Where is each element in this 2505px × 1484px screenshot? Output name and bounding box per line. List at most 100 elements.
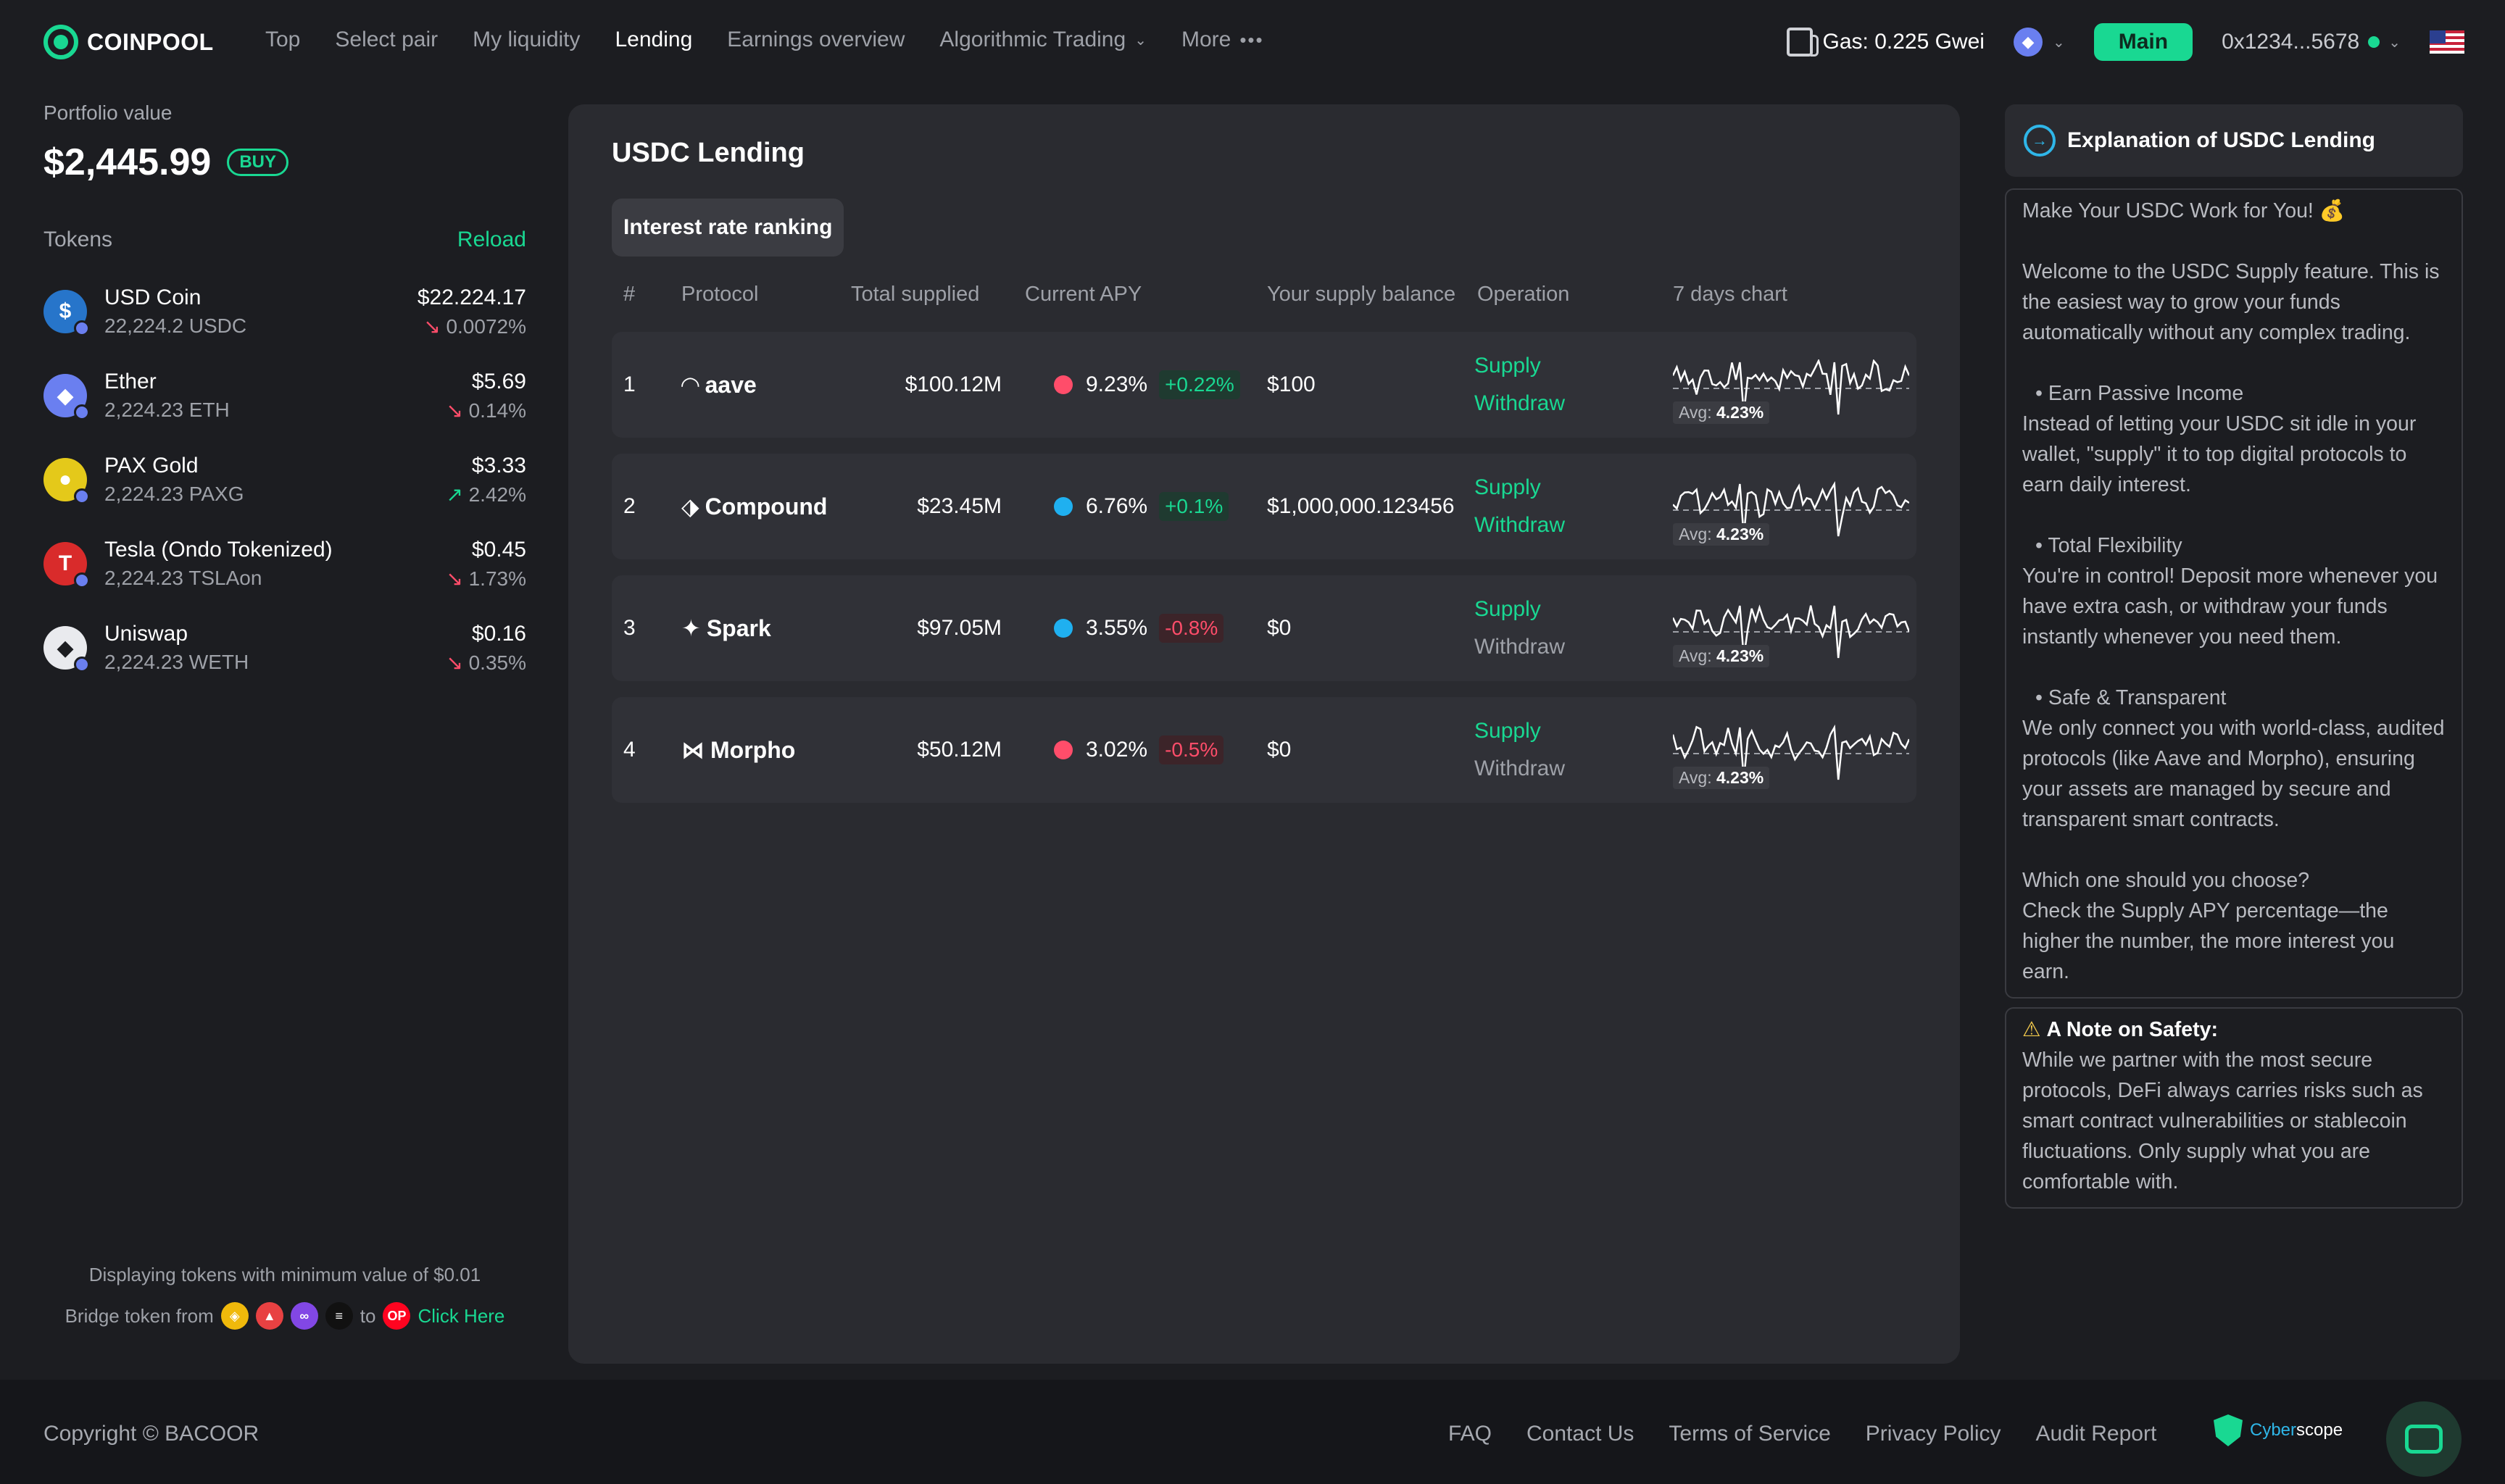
token-amount: 2,224.23 ETH — [104, 399, 230, 421]
bridge-from-label: Bridge token from — [65, 1304, 214, 1327]
sparkline-series — [1673, 725, 1909, 780]
buy-button[interactable]: BUY — [227, 149, 289, 176]
col-rank: # — [623, 283, 636, 306]
operation-cell: Supply Withdraw — [1474, 697, 1565, 803]
chat-support-button[interactable] — [2386, 1401, 2462, 1477]
token-glyph: $ — [59, 299, 72, 323]
footer-link-contact-us[interactable]: Contact Us — [1526, 1422, 1634, 1446]
avg-value: 4.23% — [1716, 646, 1764, 665]
token-icon: T — [43, 542, 90, 588]
explain-choose-answer: Check the Supply APY percentage—the high… — [2022, 899, 2395, 983]
tab-interest-rate-ranking[interactable]: Interest rate ranking — [612, 199, 844, 257]
trend-arrow-icon: ↗ — [446, 483, 463, 506]
withdraw-button[interactable]: Withdraw — [1474, 513, 1566, 537]
footer-link-privacy[interactable]: Privacy Policy — [1865, 1422, 2001, 1446]
us-flag-icon[interactable] — [2430, 30, 2464, 54]
nav-select-pair[interactable]: Select pair — [335, 28, 439, 51]
table-row: 1 ◠ aave $100.12M 9.23% +0.22% $100 Supply Withd… — [612, 332, 1916, 438]
chain-badge-icon — [74, 572, 90, 588]
supply-button[interactable]: Supply — [1474, 719, 1541, 743]
protocol-name: aave — [705, 371, 757, 398]
nav-earnings-overview[interactable]: Earnings overview — [727, 28, 905, 51]
sparkline-series — [1673, 481, 1909, 537]
sparkline-series — [1673, 604, 1909, 659]
avalanche-icon[interactable]: ▲ — [255, 1302, 283, 1330]
bridge-click-here-link[interactable]: Click Here — [418, 1304, 505, 1327]
token-name: Tesla (Ondo Tokenized) — [104, 538, 333, 562]
token-change: 0.14% — [468, 399, 526, 422]
withdraw-button[interactable]: Withdraw — [1474, 635, 1566, 659]
supply-button[interactable]: Supply — [1474, 475, 1541, 499]
protocol-name: Morpho — [710, 736, 796, 763]
withdraw-button[interactable]: Withdraw — [1474, 391, 1566, 415]
token-value: $0.45 — [471, 537, 526, 562]
reload-button[interactable]: Reload — [457, 228, 526, 251]
apy-change-badge: -0.8% — [1159, 614, 1224, 643]
explanation-header: → Explanation of USDC Lending — [2005, 104, 2463, 177]
total-supplied: $100.12M — [905, 372, 1002, 396]
nav-right: Gas: 0.225 Gwei ◆ ⌄ Main 0x1234...5678 ⌄ — [1786, 22, 2464, 62]
total-supplied: $97.05M — [917, 616, 1002, 640]
gas-value: Gas: 0.225 Gwei — [1822, 30, 1985, 54]
table-row: 3 ✦ Spark $97.05M 3.55% -0.8% $0 Supply Withdraw… — [612, 575, 1916, 681]
copyright: Copyright © BACOOR — [43, 1422, 259, 1446]
supply-button[interactable]: Supply — [1474, 354, 1541, 378]
token-row[interactable]: ● PAX Gold 2,224.23 PAXG $3.33 ↗ 2.42% — [43, 438, 526, 522]
gas-pump-icon — [1786, 28, 1819, 57]
nav-my-liquidity[interactable]: My liquidity — [473, 28, 581, 51]
col-7-days-chart: 7 days chart — [1673, 283, 1787, 306]
cyberscope-badge[interactable]: Cyberscope — [2214, 1414, 2343, 1446]
nav-algorithmic-trading[interactable]: Algorithmic Trading ⌄ — [939, 28, 1147, 52]
table-row: 4 ⋈ Morpho $50.12M 3.02% -0.5% $0 Supply Withdra… — [612, 697, 1916, 803]
nav-top[interactable]: Top — [265, 28, 301, 51]
apy-value: 3.55% — [1086, 616, 1148, 640]
polygon-icon[interactable]: ∞ — [290, 1302, 318, 1330]
protocol-logo[interactable]: ⬗ Compound — [681, 454, 827, 559]
more-dots-icon: ••• — [1239, 28, 1264, 51]
token-row[interactable]: T Tesla (Ondo Tokenized) 2,224.23 TSLAon $0… — [43, 522, 526, 606]
average-label: Avg: 4.23% — [1673, 767, 1770, 789]
token-row[interactable]: ◆ Uniswap 2,224.23 WETH $0.16 ↘ 0.35% — [43, 606, 526, 690]
chain-badge-icon — [74, 656, 90, 672]
token-icon: ◆ — [43, 626, 90, 672]
supply-button[interactable]: Supply — [1474, 597, 1541, 621]
withdraw-button[interactable]: Withdraw — [1474, 756, 1566, 780]
supply-balance: $100 — [1267, 372, 1316, 396]
explain-bullet-3-title: • Safe & Transparent — [2035, 686, 2227, 709]
protocol-logo[interactable]: ⋈ Morpho — [681, 697, 795, 803]
token-row[interactable]: ◆ Ether 2,224.23 ETH $5.69 ↘ 0.14% — [43, 354, 526, 438]
explain-bullet-1-text: Instead of letting your USDC sit idle in… — [2022, 412, 2417, 496]
network-selector[interactable]: ◆ ⌄ — [2013, 28, 2065, 57]
avg-prefix: Avg: — [1679, 768, 1712, 787]
footer-link-audit-report[interactable]: Audit Report — [2035, 1422, 2157, 1446]
token-glyph: ◆ — [57, 383, 74, 408]
col-operation: Operation — [1477, 283, 1570, 306]
explain-welcome: Welcome to the USDC Supply feature. This… — [2022, 260, 2440, 344]
footer-link-terms[interactable]: Terms of Service — [1669, 1422, 1831, 1446]
token-value: $5.69 — [471, 369, 526, 393]
footer-link-faq[interactable]: FAQ — [1448, 1422, 1492, 1446]
seven-day-sparkline — [1673, 481, 1909, 537]
cyberscope-logo-text: Cyberscope — [2250, 1420, 2343, 1441]
solana-icon[interactable]: ≡ — [325, 1302, 353, 1330]
token-amount: 2,224.23 WETH — [104, 651, 249, 673]
gas-indicator: Gas: 0.225 Gwei — [1786, 28, 1985, 57]
row-rank: 1 — [623, 372, 636, 396]
portfolio-panel: Portfolio value $2,445.99 BUY Tokens Rel… — [43, 101, 526, 1348]
average-label: Avg: 4.23% — [1673, 401, 1770, 424]
nav-more[interactable]: More ••• — [1181, 28, 1264, 52]
chain-badge-icon — [74, 320, 90, 336]
wallet-selector[interactable]: 0x1234...5678 ⌄ — [2222, 30, 2401, 54]
apy-status-dot-icon — [1054, 619, 1073, 638]
protocol-logo[interactable]: ✦ Spark — [681, 575, 771, 681]
bnb-chain-icon[interactable]: ◈ — [220, 1302, 249, 1330]
logo[interactable]: COINPOOL — [43, 25, 214, 59]
explanation-panel: → Explanation of USDC Lending Make Your … — [2005, 104, 2463, 1209]
main-network-button[interactable]: Main — [2093, 23, 2193, 61]
protocol-logo[interactable]: ◠ aave — [681, 332, 757, 438]
tokens-label: Tokens — [43, 228, 113, 251]
token-row[interactable]: $ USD Coin 22,224.2 USDC $22.224.17 ↘ 0.0072… — [43, 270, 526, 354]
nav-lending[interactable]: Lending — [615, 28, 693, 51]
optimism-icon[interactable]: OP — [383, 1302, 411, 1330]
token-name: Uniswap — [104, 622, 188, 646]
